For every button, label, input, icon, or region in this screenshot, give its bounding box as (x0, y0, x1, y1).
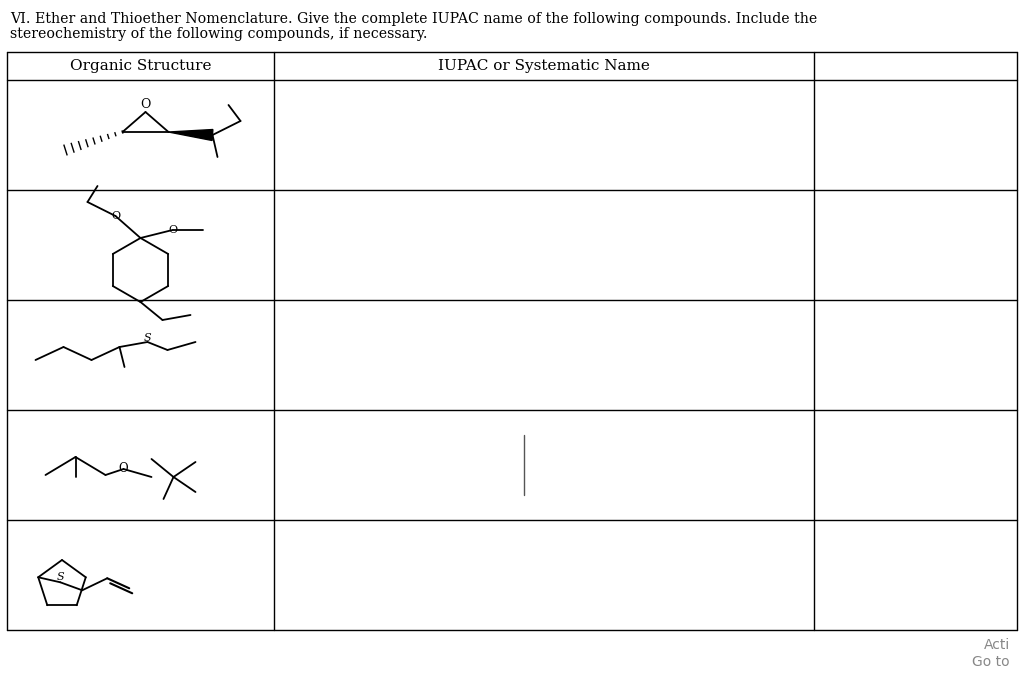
Polygon shape (169, 129, 213, 140)
Text: Go to: Go to (973, 655, 1010, 669)
Text: IUPAC or Systematic Name: IUPAC or Systematic Name (438, 59, 650, 73)
Text: O: O (140, 98, 151, 111)
Text: O: O (168, 225, 177, 235)
Text: VI. Ether and Thioether Nomenclature. Give the complete IUPAC name of the follow: VI. Ether and Thioether Nomenclature. Gi… (10, 12, 817, 26)
Text: Acti: Acti (984, 638, 1010, 652)
Text: S: S (143, 333, 152, 343)
Text: Organic Structure: Organic Structure (70, 59, 211, 73)
Text: O: O (111, 211, 120, 221)
Text: O: O (119, 462, 128, 475)
Text: stereochemistry of the following compounds, if necessary.: stereochemistry of the following compoun… (10, 27, 427, 41)
Text: S: S (56, 572, 65, 582)
